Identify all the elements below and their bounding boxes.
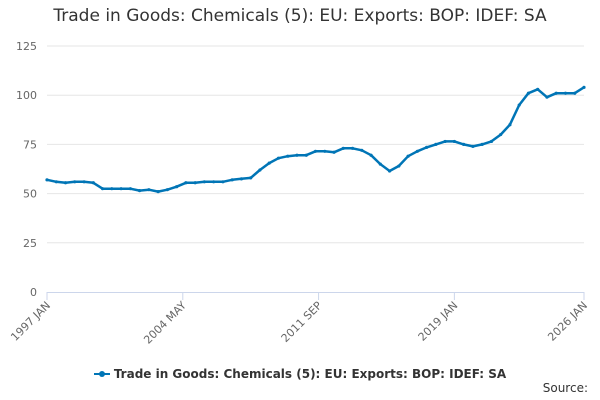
data-point	[165, 188, 169, 192]
data-point	[415, 149, 419, 153]
legend-label: Trade in Goods: Chemicals (5): EU: Expor…	[113, 367, 507, 381]
data-point	[489, 139, 494, 144]
y-tick-label: 25	[23, 237, 37, 250]
data-point	[128, 187, 132, 191]
data-point	[323, 149, 327, 153]
data-point	[286, 154, 290, 158]
data-point	[360, 148, 364, 152]
data-point	[202, 180, 206, 184]
data-point	[313, 149, 318, 153]
data-point	[378, 162, 382, 166]
data-point	[443, 139, 447, 144]
data-point	[517, 103, 521, 107]
data-point	[258, 168, 262, 172]
data-point	[332, 150, 336, 154]
data-point	[425, 145, 429, 149]
data-point	[137, 189, 142, 193]
x-tick-label: 2026 JAN	[545, 299, 590, 344]
data-point	[341, 146, 345, 150]
legend-marker-icon	[93, 371, 110, 377]
data-point	[573, 91, 577, 95]
data-point	[82, 180, 86, 184]
data-point	[63, 181, 68, 185]
legend-item[interactable]: Trade in Goods: Chemicals (5): EU: Expor…	[93, 367, 507, 381]
data-point	[184, 181, 188, 185]
data-point	[100, 187, 105, 191]
y-tick-label: 50	[23, 188, 37, 201]
series-line	[45, 86, 586, 193]
data-point	[499, 132, 503, 137]
data-point	[276, 156, 281, 160]
data-point	[267, 161, 271, 165]
data-point	[212, 180, 216, 184]
data-point	[554, 91, 558, 95]
data-point	[582, 85, 586, 89]
data-point	[369, 153, 373, 157]
data-point	[545, 95, 549, 99]
x-tick-label: 2004 MAY	[141, 299, 189, 347]
y-tick-label: 75	[23, 138, 37, 151]
data-point	[54, 180, 58, 184]
x-tick-label: 1997 JAN	[8, 299, 53, 344]
data-point	[387, 169, 392, 173]
y-tick-label: 125	[16, 40, 37, 53]
data-point	[406, 154, 410, 158]
data-point	[221, 180, 225, 184]
data-point	[508, 123, 512, 127]
series-layer	[45, 85, 586, 194]
data-point	[147, 188, 151, 192]
x-tick-label: 2019 JAN	[416, 299, 461, 344]
data-point	[73, 180, 77, 184]
data-point	[239, 177, 244, 181]
data-point	[295, 153, 299, 157]
data-point	[249, 176, 253, 180]
data-point	[526, 91, 531, 95]
data-point	[230, 178, 234, 182]
legend[interactable]: Trade in Goods: Chemicals (5): EU: Expor…	[0, 364, 600, 381]
y-tick-label: 100	[16, 89, 37, 102]
chart-title: Trade in Goods: Chemicals (5): EU: Expor…	[53, 6, 547, 26]
data-point	[471, 144, 475, 148]
y-tick-label: 0	[30, 286, 37, 299]
data-point	[536, 87, 540, 91]
data-point	[480, 142, 484, 146]
data-point	[91, 181, 95, 185]
data-point	[119, 187, 123, 191]
x-tick-label: 2011 SEP	[279, 299, 325, 345]
data-point	[397, 164, 401, 168]
source-label: Source:	[542, 381, 588, 395]
data-point	[434, 142, 438, 146]
data-point	[45, 178, 49, 182]
data-point	[452, 139, 456, 144]
data-point	[563, 91, 568, 95]
data-point	[304, 153, 308, 157]
data-point	[156, 190, 160, 194]
data-point	[175, 185, 179, 189]
data-point	[193, 181, 197, 185]
grid-lines	[47, 45, 584, 244]
data-point	[462, 142, 466, 146]
data-point	[110, 187, 114, 191]
data-point	[350, 146, 355, 150]
